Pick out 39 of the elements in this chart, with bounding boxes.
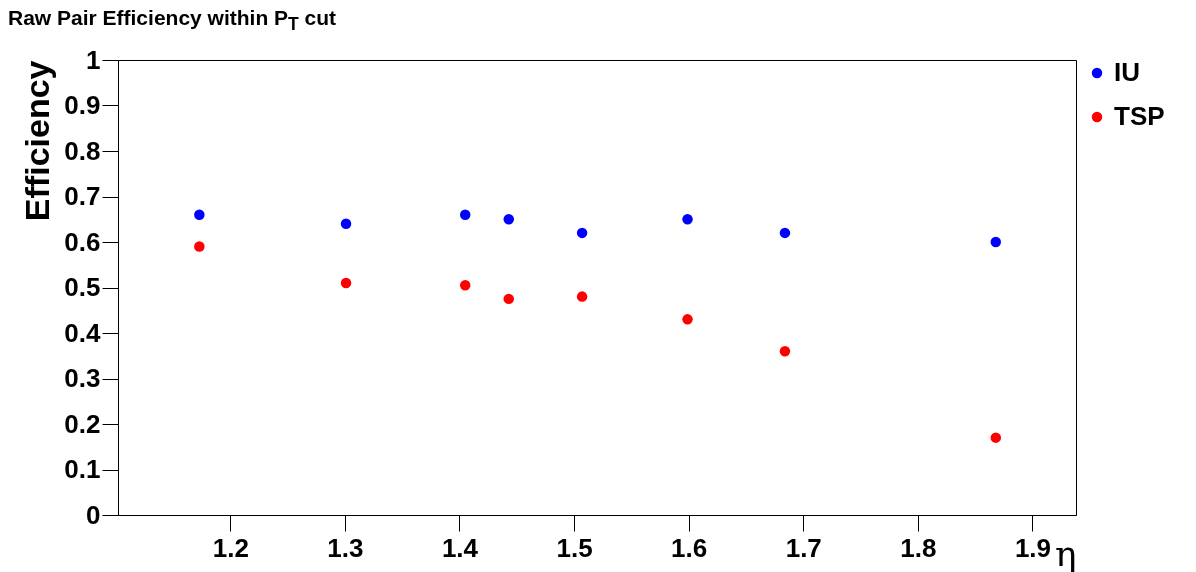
point xyxy=(779,227,791,239)
legend-label: IU xyxy=(1114,57,1140,87)
legend-label: TSP xyxy=(1114,101,1165,131)
point xyxy=(576,227,588,239)
y-tick-label: 0.5 xyxy=(64,272,101,302)
point xyxy=(194,209,205,220)
point xyxy=(779,345,791,357)
x-tick-label: 1.2 xyxy=(212,532,249,563)
y-tick-label: 0.1 xyxy=(64,454,101,484)
y-tick-label: 0.2 xyxy=(64,408,101,439)
x-tick-label: 1.4 xyxy=(441,532,479,563)
y-tick-label: 1 xyxy=(86,44,101,75)
point xyxy=(194,241,205,252)
y-tick-label: 0.6 xyxy=(64,226,101,257)
point xyxy=(682,314,693,325)
point xyxy=(503,293,515,305)
point xyxy=(503,214,515,225)
point xyxy=(340,218,352,230)
point xyxy=(340,277,352,289)
point xyxy=(459,279,471,291)
y-tick-label: 0.9 xyxy=(64,90,101,120)
x-tick-label: 1.8 xyxy=(900,532,937,563)
y-tick-label: 0.8 xyxy=(64,135,101,166)
x-tick-label: 1.6 xyxy=(671,532,708,563)
x-tick-label: 1.7 xyxy=(785,532,822,563)
point xyxy=(459,209,471,220)
x-tick-label: 1.3 xyxy=(327,532,364,563)
y-tick-label: 0 xyxy=(86,499,101,530)
x-tick-label: 1.5 xyxy=(556,532,593,563)
y-tick-label: 0.4 xyxy=(64,317,102,348)
x-tick-label: 1.9 xyxy=(1014,532,1052,563)
y-axis-title: Efficiency xyxy=(18,60,57,222)
y-tick-label: 0.3 xyxy=(64,363,101,393)
point xyxy=(990,432,1002,443)
chart-title: Raw Pair Efficiency within P$_{T}$ cut xyxy=(8,6,337,36)
point xyxy=(990,236,1002,248)
point xyxy=(682,214,693,225)
y-tick-label: 0.7 xyxy=(64,181,101,211)
point xyxy=(576,291,588,302)
